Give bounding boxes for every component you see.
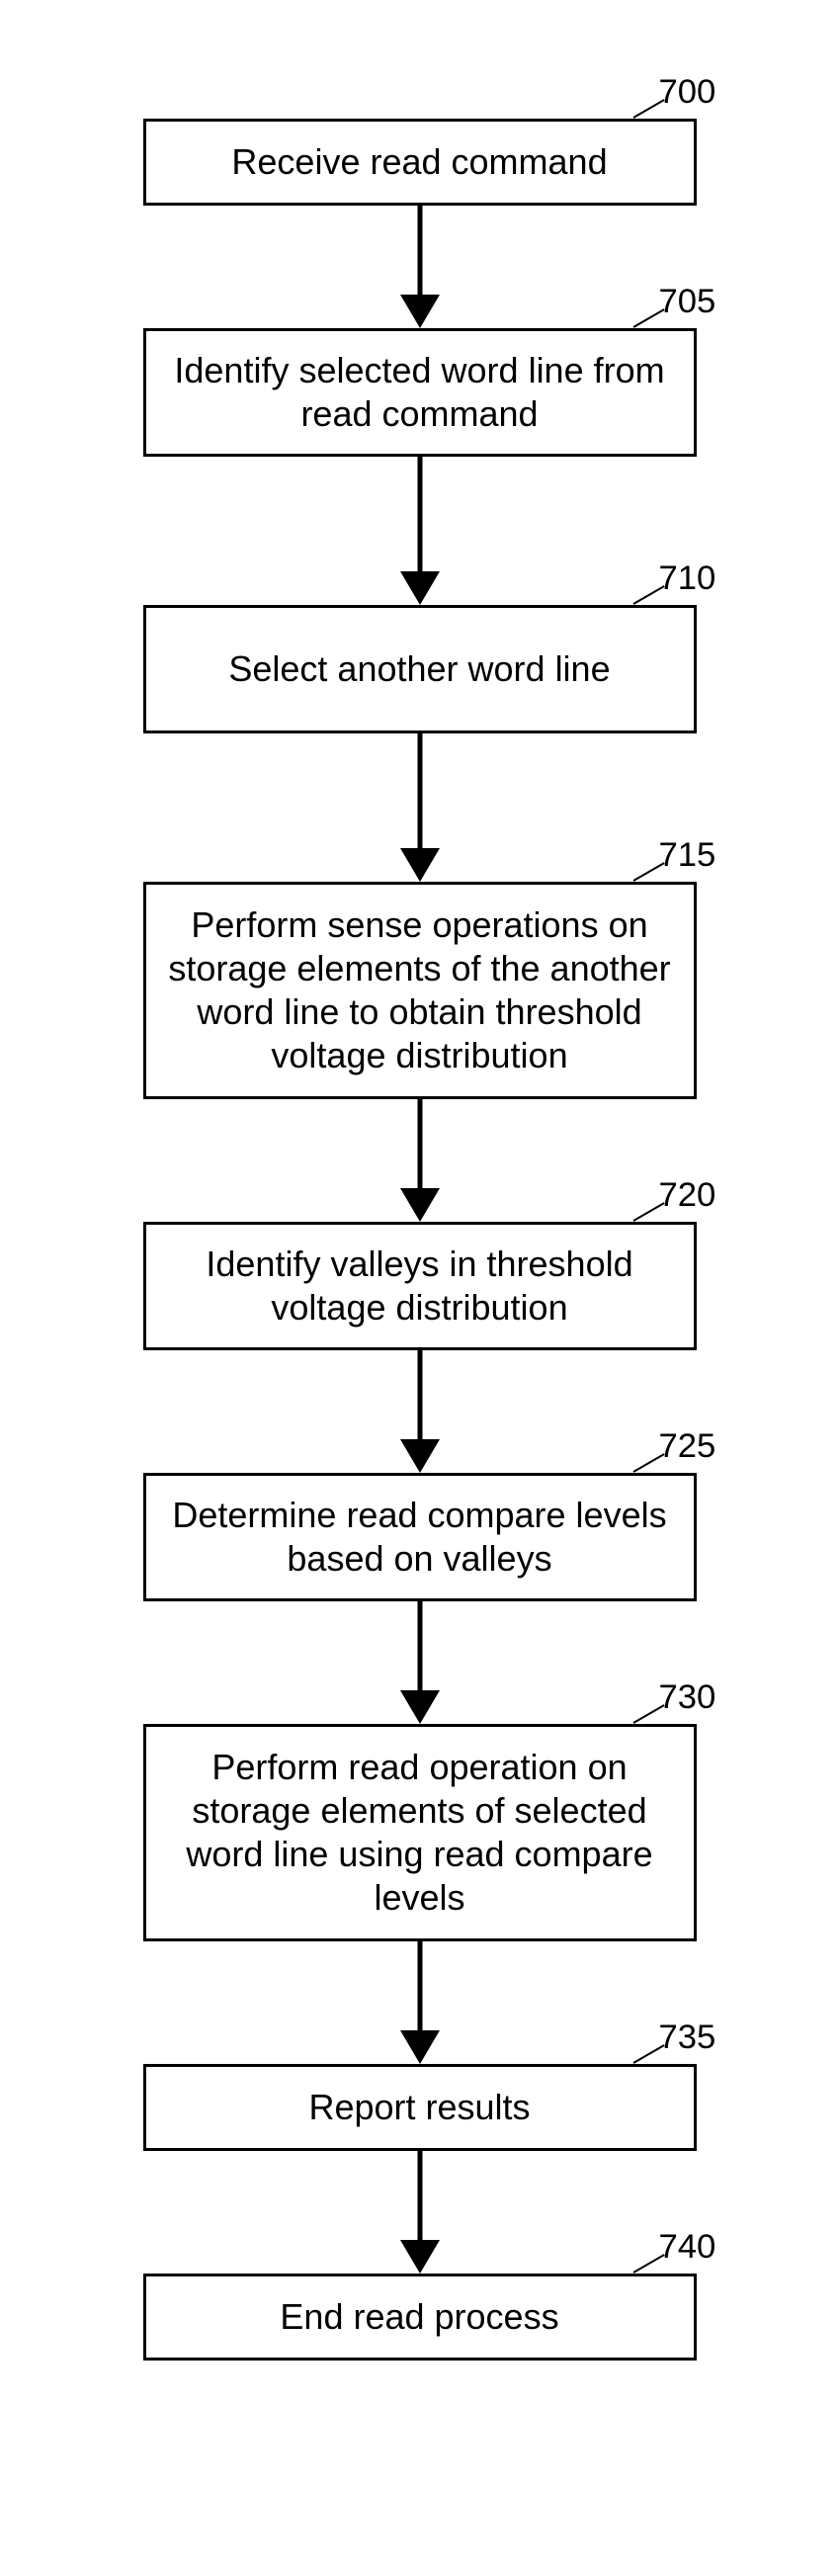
flowchart-node-label: 725	[659, 1427, 716, 1466]
flowchart-node-label: 735	[659, 2018, 716, 2057]
flowchart-node-text: End read process	[280, 2295, 558, 2339]
flowchart-node-text: Identify valleys in threshold voltage di…	[164, 1243, 676, 1330]
flowchart-node-box: Perform read operation on storage elemen…	[143, 1724, 697, 1941]
flowchart-node-text: Perform sense operations on storage elem…	[164, 903, 676, 1077]
flowchart-node-label: 705	[659, 283, 716, 321]
flowchart-node-box: Receive read command	[143, 119, 697, 206]
flowchart-node-text: Report results	[308, 2086, 530, 2129]
flowchart-node: Perform read operation on storage elemen…	[0, 1724, 839, 1941]
flowchart-node-label: 700	[659, 73, 716, 112]
flowchart-node: Report results735	[0, 2064, 839, 2151]
flowchart-node-box: Identify selected word line from read co…	[143, 328, 697, 457]
flowchart-node-label: 740	[659, 2228, 716, 2267]
flowchart-node: Determine read compare levels based on v…	[0, 1473, 839, 1601]
flowchart-node-box: Select another word line	[143, 605, 697, 733]
flowchart-node-label: 715	[659, 836, 716, 875]
flowchart-node-box: Determine read compare levels based on v…	[143, 1473, 697, 1601]
flowchart-node-box: Identify valleys in threshold voltage di…	[143, 1222, 697, 1350]
flowchart-node: Identify selected word line from read co…	[0, 328, 839, 457]
flowchart-container: Receive read command700Identify selected…	[0, 0, 839, 2420]
flowchart-node: End read process740	[0, 2274, 839, 2361]
flowchart-node-text: Receive read command	[231, 140, 607, 184]
flowchart-node: Receive read command700	[0, 119, 839, 206]
flowchart-node: Select another word line710	[0, 605, 839, 733]
flowchart-node: Identify valleys in threshold voltage di…	[0, 1222, 839, 1350]
flowchart-node-text: Perform read operation on storage elemen…	[164, 1746, 676, 1920]
flowchart-node-text: Identify selected word line from read co…	[164, 349, 676, 436]
flowchart-node-label: 720	[659, 1176, 716, 1215]
flowchart-node-box: Report results	[143, 2064, 697, 2151]
flowchart-node-box: Perform sense operations on storage elem…	[143, 882, 697, 1099]
flowchart-node-text: Determine read compare levels based on v…	[164, 1494, 676, 1581]
flowchart-node-box: End read process	[143, 2274, 697, 2361]
flowchart-node-text: Select another word line	[228, 647, 610, 691]
flowchart-node-label: 710	[659, 559, 716, 598]
flowchart-node: Perform sense operations on storage elem…	[0, 882, 839, 1099]
flowchart-node-label: 730	[659, 1678, 716, 1717]
